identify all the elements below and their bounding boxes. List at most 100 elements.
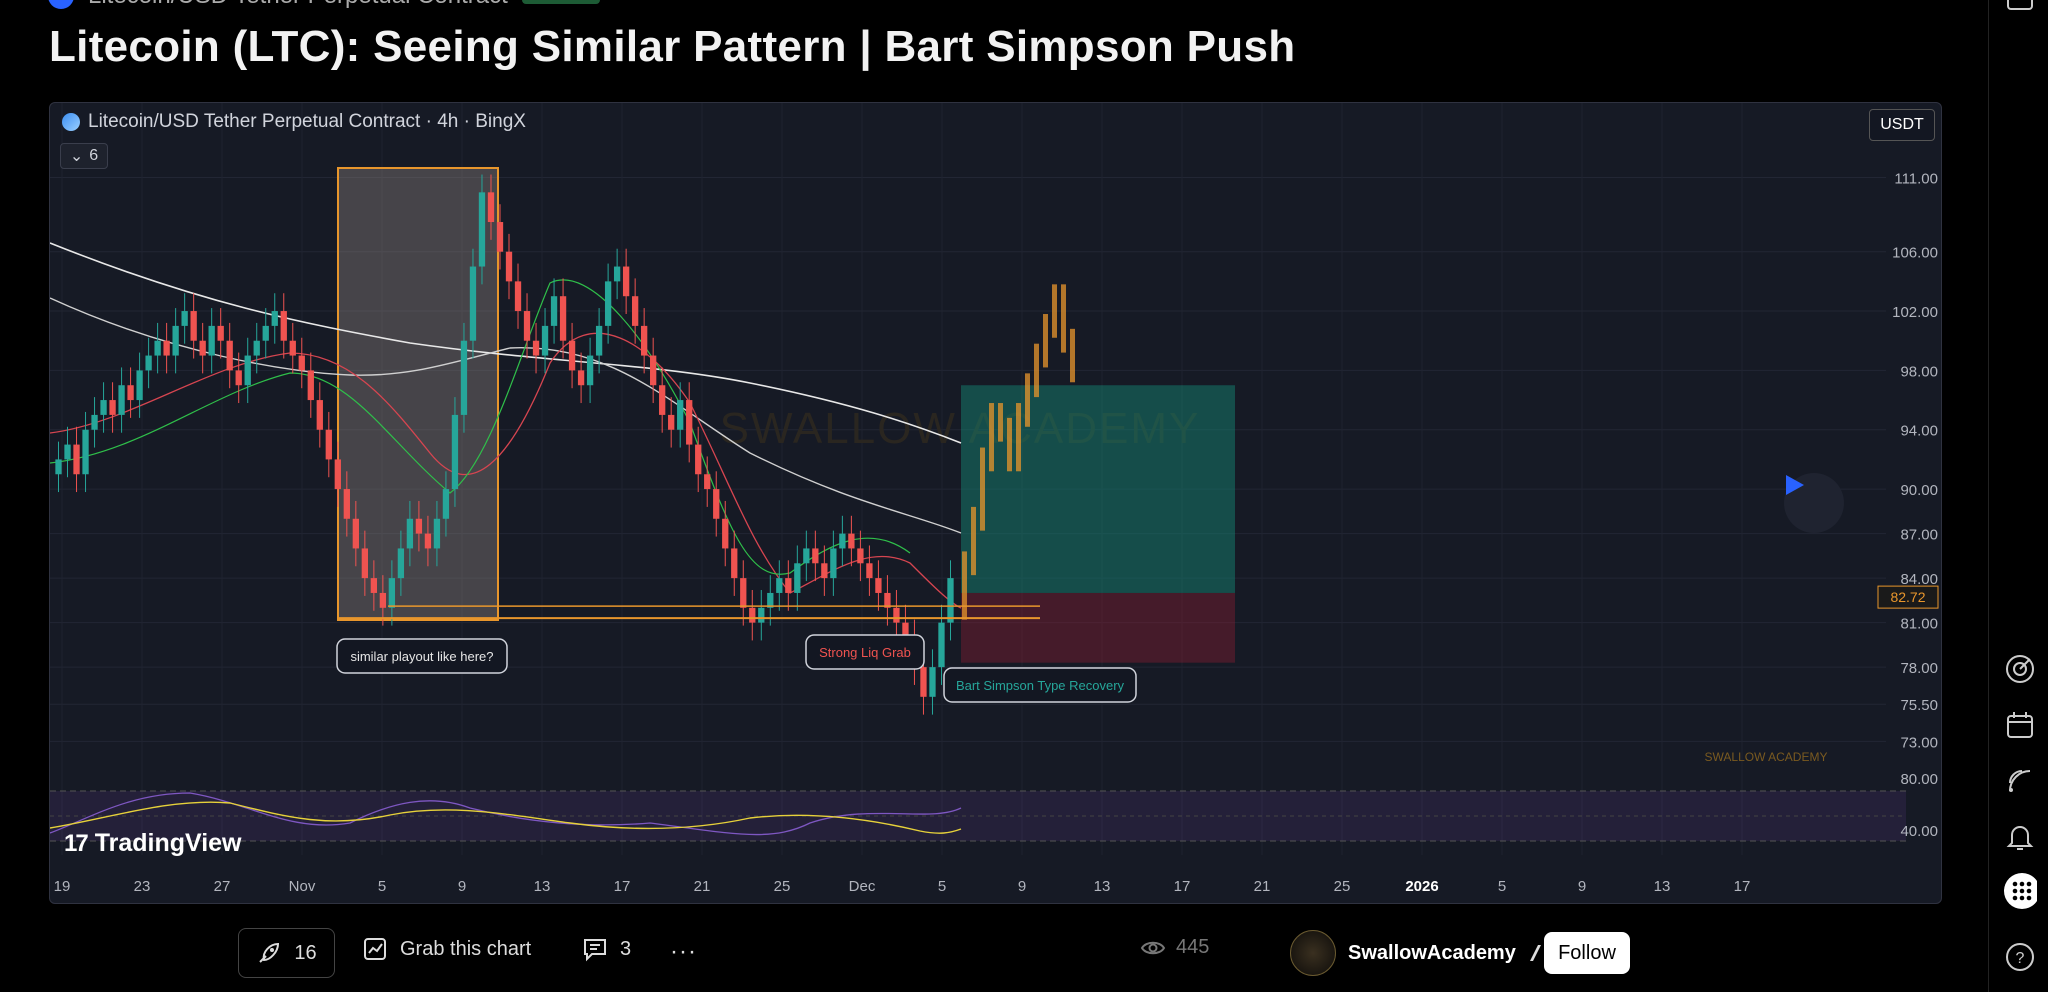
y-tick-label: 111.00 (1894, 171, 1938, 188)
candle (884, 592, 891, 608)
candle (577, 370, 585, 386)
candle (505, 251, 513, 282)
candle (794, 563, 801, 593)
candle (289, 340, 296, 356)
y-tick-label: 94.00 (1900, 423, 1938, 440)
boost-button[interactable]: 16 (238, 928, 335, 978)
tradingview-brand: TradingView (94, 829, 242, 857)
x-tick-label: 9 (1578, 878, 1586, 895)
calendar-icon[interactable] (2003, 708, 2037, 742)
chat-icon[interactable] (2003, 0, 2037, 20)
candle (929, 667, 936, 697)
x-tick-label: 9 (458, 878, 466, 895)
author-link[interactable]: SwallowAcademy (1290, 930, 1542, 976)
target-icon[interactable] (2003, 652, 2037, 686)
rsi-signal-line (50, 801, 962, 834)
candle (677, 400, 684, 430)
candle (541, 325, 549, 356)
x-tick-label: 17 (1174, 878, 1191, 895)
candle (352, 518, 359, 549)
candle (613, 266, 621, 282)
help-icon[interactable]: ? (2003, 940, 2037, 974)
grab-chart-button[interactable]: Grab this chart (362, 936, 531, 962)
projection-candle (1034, 343, 1039, 398)
y-tick-label: 84.00 (1900, 571, 1938, 588)
chart-symbol-header[interactable]: Litecoin/USD Tether Perpetual Contract ·… (62, 111, 526, 133)
candle (55, 459, 62, 475)
candle (145, 355, 152, 371)
rocket-icon (259, 942, 280, 963)
chart-frame[interactable]: SWALLOW ACADEMY SWALLOW ACADEMY similar pl… (49, 102, 1942, 904)
candle (866, 563, 873, 579)
candle (370, 578, 378, 593)
y-tick-label: 81.00 (1900, 616, 1938, 633)
views-count: 445 (1176, 936, 1210, 958)
candle (731, 548, 738, 579)
footer-bar: 16 Grab this chart 3 ··· 445 SwallowAcad… (0, 928, 1988, 978)
x-tick-label: 5 (378, 878, 386, 895)
bell-icon[interactable] (2003, 820, 2037, 854)
top-strip: Litecoin/USD Tether Perpetual Contract (48, 0, 600, 9)
candle (532, 340, 540, 356)
projection-candle (1025, 373, 1030, 427)
ma-20-line (50, 279, 911, 575)
candle (839, 533, 846, 549)
candle (785, 578, 792, 593)
rsi-tick-label: 80.00 (1900, 771, 1938, 788)
projection-candle (1007, 417, 1012, 472)
candle (713, 489, 720, 519)
annotation-text: Bart Simpson Type Recovery (956, 678, 1125, 693)
currency-select[interactable]: USDT (1869, 109, 1935, 141)
y-tick-label: 98.00 (1900, 363, 1938, 380)
comment-count: 3 (620, 937, 632, 960)
projection-candle (971, 506, 976, 576)
candle (415, 518, 423, 534)
x-tick-label: 2026 (1405, 878, 1438, 895)
y-tick-label: 90.00 (1900, 482, 1938, 499)
annotation-box (805, 634, 925, 670)
candle (91, 414, 98, 430)
indicators-toggle[interactable]: ⌄ 6 (60, 143, 108, 169)
apps-grid-icon[interactable] (2003, 873, 2037, 909)
chart-canvas[interactable]: SWALLOW ACADEMY SWALLOW ACADEMY similar pl… (50, 103, 1942, 904)
candle (460, 340, 468, 415)
candle (217, 325, 224, 341)
candle (920, 667, 927, 697)
follow-button[interactable]: Follow (1544, 932, 1630, 974)
ma-200-line (50, 242, 962, 444)
candle (631, 296, 639, 326)
candle (857, 548, 864, 564)
x-tick-label: 25 (774, 878, 791, 895)
tradingview-logo: 17 TradingView (64, 829, 242, 858)
comment-icon (584, 939, 606, 962)
right-rail: ? (1988, 0, 2048, 992)
candle (199, 340, 206, 356)
candle (469, 266, 477, 341)
x-tick-label: 27 (214, 878, 231, 895)
candle (226, 340, 233, 371)
x-tick-label: 25 (1334, 878, 1351, 895)
candle (136, 370, 143, 401)
stop-zone (961, 592, 1235, 663)
views-counter: 445 (1140, 936, 1209, 959)
candle (659, 385, 666, 415)
more-options-button[interactable]: ··· (670, 938, 697, 965)
annotation-text: Strong Liq Grab (819, 645, 911, 660)
candle (163, 340, 170, 356)
indicators-count: 6 (89, 147, 99, 164)
replay-button[interactable] (1784, 473, 1844, 533)
candle (749, 607, 756, 623)
projection-candle (1070, 328, 1075, 383)
candle (127, 385, 134, 401)
x-tick-label: 9 (1018, 878, 1026, 895)
y-tick-label: 75.50 (1900, 697, 1938, 714)
candle (559, 296, 567, 341)
top-strip-text: Litecoin/USD Tether Perpetual Contract (88, 0, 508, 10)
feed-icon[interactable] (2003, 764, 2037, 798)
candle (343, 489, 350, 519)
candle (235, 370, 242, 386)
candle (334, 459, 341, 490)
rsi-line (50, 792, 962, 836)
comments-button[interactable]: 3 (582, 936, 631, 962)
candle (604, 281, 612, 326)
